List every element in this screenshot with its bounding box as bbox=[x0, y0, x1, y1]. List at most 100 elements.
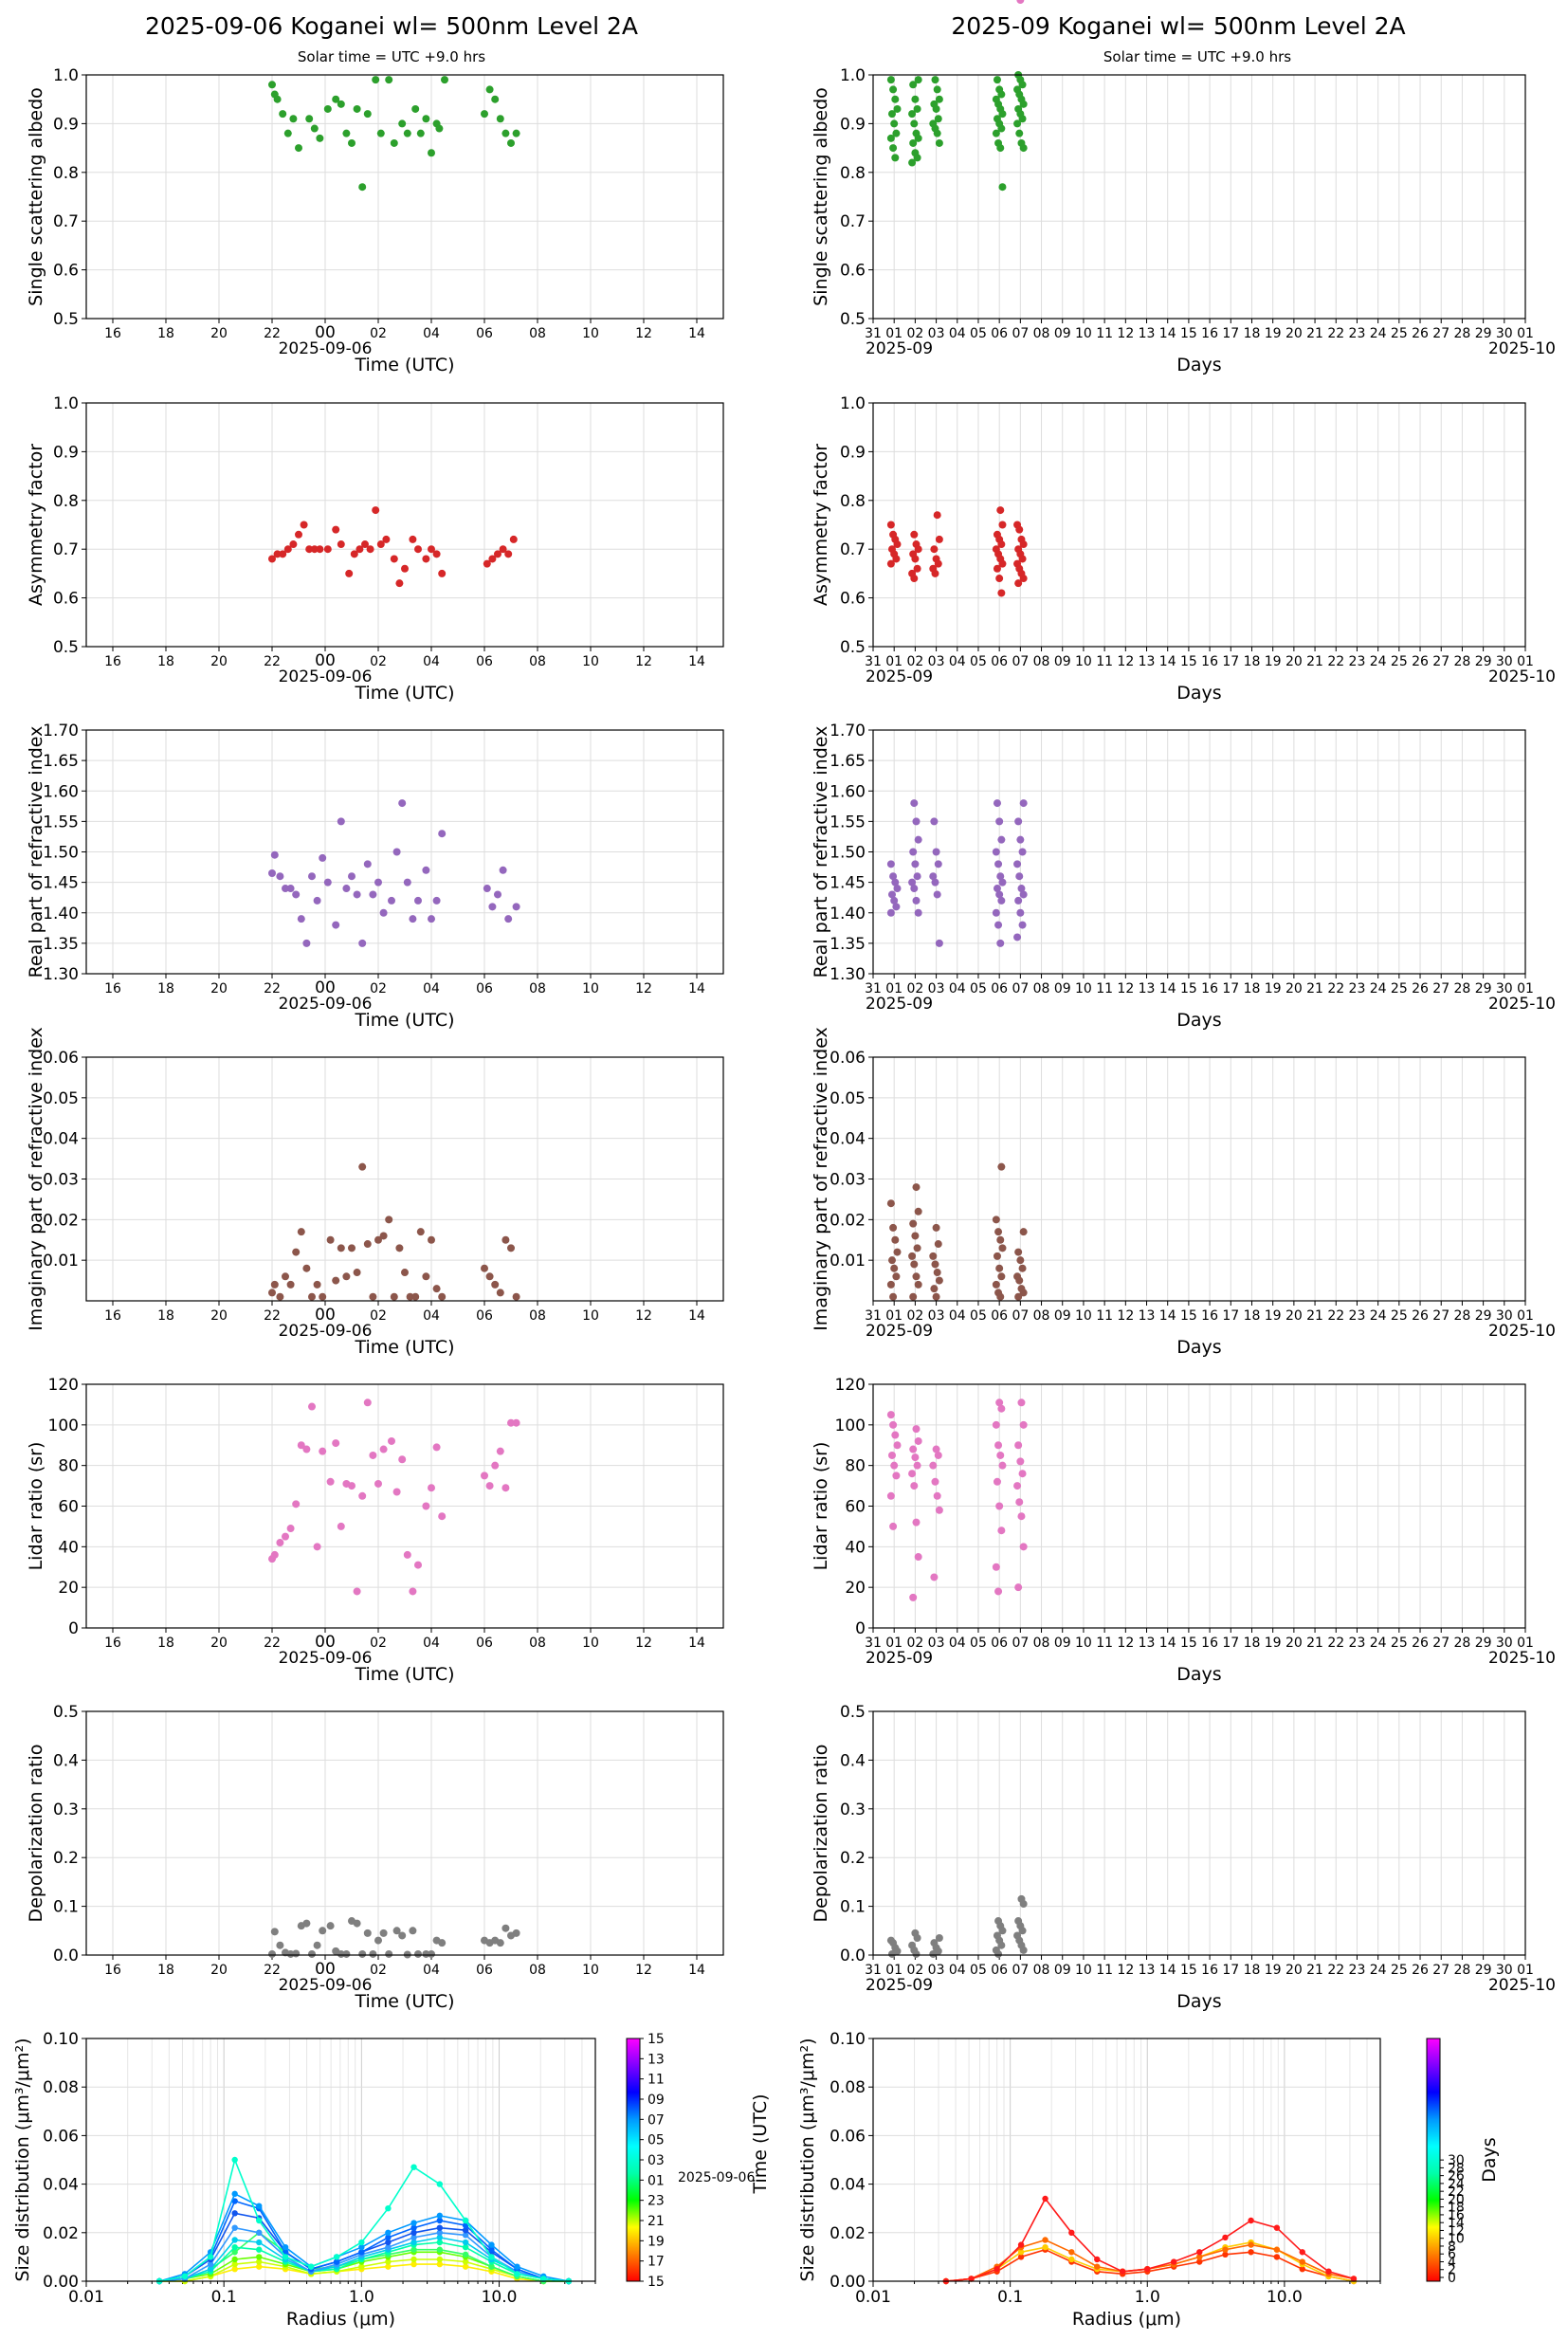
lidar_month-point bbox=[998, 1461, 1007, 1470]
lidar_daily-ytick-label: 60 bbox=[58, 1498, 79, 1517]
ssa_daily-point bbox=[372, 76, 380, 84]
lidar_daily-point bbox=[512, 1418, 520, 1427]
depol_month-end-label: 2025-10 bbox=[1488, 1976, 1556, 1995]
ssa_month-point bbox=[889, 85, 898, 94]
iri_daily-point bbox=[276, 1292, 284, 1301]
lidar_month-point bbox=[1015, 1498, 1024, 1507]
depol_month-point bbox=[913, 1934, 921, 1943]
depol_month-xtick-label: 20 bbox=[1285, 1963, 1303, 1978]
iri_month-xtick-label: 21 bbox=[1306, 1308, 1323, 1324]
sd_month-series-point bbox=[1068, 2249, 1075, 2256]
lidar_month-point bbox=[909, 1445, 918, 1453]
asym_month-point bbox=[913, 564, 921, 573]
iri_month-point bbox=[993, 1252, 1001, 1260]
sd_daily-series-point bbox=[462, 2232, 469, 2239]
asym_month-point bbox=[930, 545, 939, 554]
lidar_month-xtick-label: 28 bbox=[1454, 1636, 1471, 1651]
iri_month-point bbox=[997, 1272, 1006, 1281]
asym_daily-ylabel: Asymmetry factor bbox=[26, 444, 46, 606]
ssa_month-panel: 0.50.60.70.80.91.031 01 02 03 04 05 06 07 08 09 10… bbox=[811, 66, 1556, 375]
asym_daily-xlabel: Time (UTC) bbox=[354, 683, 454, 704]
lidar_daily-point bbox=[438, 1512, 447, 1521]
depol_daily-ytick-label: 0.0 bbox=[53, 1947, 79, 1965]
asym_month-xtick-label: 09 bbox=[1054, 654, 1071, 669]
sd_daily-series-point bbox=[231, 2256, 238, 2263]
sd_daily-series-point bbox=[436, 2229, 444, 2236]
ssa_daily-xtick-label: 22 bbox=[264, 326, 281, 341]
colorbar-right-tick-label: 2 bbox=[1448, 2263, 1456, 2278]
iri_daily-point bbox=[491, 1280, 500, 1289]
rri_daily-point bbox=[499, 866, 507, 874]
asym_daily-xtick-label: 12 bbox=[635, 654, 652, 669]
ssa_month-point bbox=[913, 104, 921, 113]
sd_daily-series-point bbox=[436, 2212, 444, 2220]
lidar_month-point bbox=[994, 1587, 1003, 1596]
asym_month-point bbox=[886, 559, 895, 568]
colorbar-right-tick-label: 24 bbox=[1448, 2177, 1465, 2192]
depol_month-xtick-label: 23 bbox=[1349, 1963, 1366, 1978]
depol_month-xtick-label: 13 bbox=[1139, 1963, 1156, 1978]
lidar_daily-point bbox=[297, 1441, 305, 1450]
asym_month-point bbox=[914, 545, 922, 554]
lidar_month-point bbox=[993, 1477, 1001, 1486]
asym_daily-xtick-label: 18 bbox=[157, 654, 174, 669]
asym_daily-ytick-label: 1.0 bbox=[53, 394, 79, 413]
lidar_month-point bbox=[996, 1451, 1005, 1459]
sd_daily-ytick-label: 0.00 bbox=[43, 2273, 79, 2292]
asym_month-xtick-label: 04 bbox=[949, 654, 966, 669]
rri_month-point bbox=[994, 860, 1003, 868]
lidar_daily-point bbox=[414, 1561, 422, 1569]
sd_daily-series-point bbox=[282, 2254, 289, 2260]
sd_month-series-point bbox=[1299, 2249, 1305, 2256]
ssa_daily-point bbox=[353, 104, 361, 113]
asym_month-xtick-label: 17 bbox=[1222, 654, 1239, 669]
rri_month-xtick-label: 02 bbox=[906, 981, 923, 996]
lidar_month-point bbox=[891, 1431, 900, 1439]
lidar_daily-xtick-label: 06 bbox=[476, 1636, 493, 1651]
ssa_month-point bbox=[1018, 115, 1027, 123]
depol_daily-point bbox=[385, 1949, 393, 1958]
lidar_month-frame bbox=[872, 1383, 1526, 1629]
sd_month-series-point bbox=[1042, 2243, 1048, 2251]
rri_month-point bbox=[887, 890, 896, 899]
lidar_month-point bbox=[1016, 1457, 1025, 1466]
ssa_daily-point bbox=[512, 129, 520, 137]
rri_month-xtick-label: 12 bbox=[1117, 981, 1134, 996]
ssa_month-point bbox=[891, 95, 900, 103]
lidar_month-point bbox=[909, 1593, 918, 1601]
asym_month-xtick-label: 08 bbox=[1033, 654, 1050, 669]
ssa_month-point bbox=[1018, 81, 1027, 89]
iri_month-point bbox=[890, 1264, 899, 1272]
ssa_daily-xtick-label: 00 bbox=[315, 323, 336, 342]
rri_month-point bbox=[929, 872, 938, 881]
lidar_month-point bbox=[890, 1461, 899, 1470]
depol_daily-ytick-label: 0.4 bbox=[53, 1751, 79, 1770]
ssa_daily-date-label: 2025-09-06 bbox=[279, 339, 373, 358]
sd_month-series-point bbox=[1273, 2224, 1281, 2231]
iri_daily-point bbox=[374, 1235, 382, 1244]
iri_daily-xtick-label: 08 bbox=[529, 1308, 546, 1324]
depol_month-xtick-label: 01 bbox=[885, 1963, 903, 1978]
sd_daily-series-point bbox=[462, 2217, 469, 2224]
asym_daily-point bbox=[345, 569, 354, 577]
sd_daily-series-point bbox=[436, 2217, 444, 2224]
colorbar-right-bar bbox=[1426, 2038, 1441, 2282]
iri_month-point bbox=[932, 1292, 940, 1301]
asym_month-point bbox=[886, 521, 895, 529]
iri_month-xtick-label: 01 bbox=[1517, 1308, 1534, 1324]
rri_month-point bbox=[1015, 872, 1024, 881]
lidar_daily-point bbox=[409, 1587, 417, 1596]
colorbar-left-tick-label: 21 bbox=[647, 2214, 665, 2229]
rri_daily-point bbox=[353, 890, 361, 899]
ssa_month-xtick-label: 23 bbox=[1349, 326, 1366, 341]
rri_month-point bbox=[997, 896, 1006, 905]
depol_daily-ytick-label: 0.3 bbox=[53, 1801, 79, 1819]
rri_daily-ytick-label: 1.55 bbox=[43, 813, 79, 832]
lidar_month-point bbox=[1019, 1543, 1028, 1551]
colorbar-left-tick-label: 03 bbox=[647, 2153, 665, 2168]
iri_month-point bbox=[992, 1216, 1000, 1224]
rri_month-ytick-label: 1.65 bbox=[830, 752, 866, 771]
ssa_month-xtick-label: 18 bbox=[1244, 326, 1261, 341]
depol_daily-ytick-label: 0.1 bbox=[53, 1898, 79, 1917]
